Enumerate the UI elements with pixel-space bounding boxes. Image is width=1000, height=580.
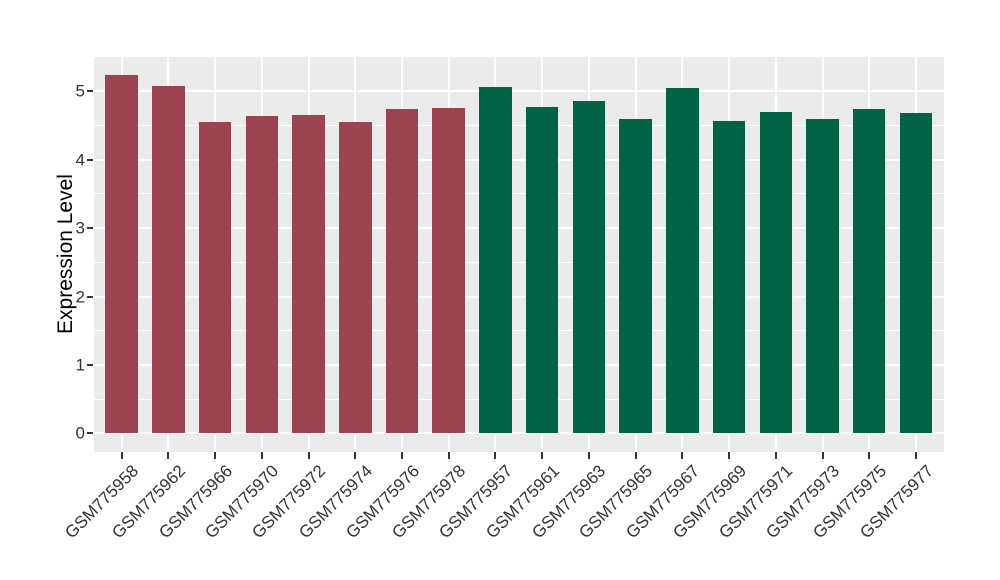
gridline-minor-y-1.5 bbox=[93, 330, 944, 332]
y-tick-mark-1 bbox=[87, 363, 93, 366]
x-tick-mark-GSM775961 bbox=[541, 452, 544, 459]
bar-GSM775970 bbox=[245, 115, 279, 434]
x-tick-mark-GSM775977 bbox=[914, 452, 917, 459]
x-tick-mark-GSM775967 bbox=[681, 452, 684, 459]
y-tick-label-0: 0 bbox=[75, 423, 85, 443]
y-tick-mark-4 bbox=[87, 158, 93, 161]
bar-GSM775975 bbox=[852, 109, 886, 434]
x-tick-mark-GSM775958 bbox=[120, 452, 123, 459]
bar-GSM775957 bbox=[479, 86, 512, 434]
y-tick-label-4: 4 bbox=[75, 150, 85, 170]
bar-GSM775969 bbox=[712, 121, 746, 434]
x-tick-mark-GSM775975 bbox=[868, 452, 871, 459]
y-tick-label-2: 2 bbox=[75, 287, 85, 306]
gridline-major-y-2 bbox=[93, 295, 944, 298]
bar-GSM775973 bbox=[806, 118, 839, 434]
gridline-major-y-5 bbox=[93, 90, 944, 93]
x-tick-mark-GSM775962 bbox=[167, 452, 170, 459]
bar-GSM775972 bbox=[292, 115, 325, 434]
x-tick-mark-GSM775971 bbox=[774, 452, 777, 459]
y-tick-mark-0 bbox=[87, 432, 93, 435]
y-axis-title: Expression Level bbox=[54, 174, 77, 334]
x-tick-mark-GSM775972 bbox=[307, 452, 310, 459]
x-tick-mark-GSM775966 bbox=[214, 452, 217, 459]
bar-GSM775962 bbox=[152, 85, 185, 434]
x-tick-mark-GSM775973 bbox=[821, 452, 824, 459]
x-tick-mark-GSM775978 bbox=[447, 452, 450, 459]
gridline-major-y-0 bbox=[93, 432, 944, 435]
bar-GSM775971 bbox=[759, 111, 793, 434]
x-tick-mark-GSM775965 bbox=[634, 452, 637, 459]
bar-GSM775978 bbox=[432, 107, 465, 434]
gridline-minor-y-2.5 bbox=[93, 261, 944, 263]
y-tick-label-3: 3 bbox=[75, 218, 85, 238]
bar-GSM775976 bbox=[385, 109, 419, 434]
bar-GSM775961 bbox=[525, 107, 559, 434]
plot-panel bbox=[93, 57, 944, 452]
x-tick-mark-GSM775974 bbox=[354, 452, 357, 459]
bar-GSM775974 bbox=[339, 122, 372, 434]
x-tick-mark-GSM775976 bbox=[401, 452, 404, 459]
x-tick-mark-GSM775963 bbox=[587, 452, 590, 459]
bar-GSM775965 bbox=[619, 118, 652, 434]
bar-GSM775967 bbox=[666, 87, 699, 434]
gridline-major-y-1 bbox=[93, 363, 944, 366]
bar-GSM775966 bbox=[198, 122, 232, 434]
bar-GSM775958 bbox=[105, 74, 138, 434]
bar-GSM775977 bbox=[899, 113, 933, 434]
y-tick-label-5: 5 bbox=[75, 81, 85, 101]
bar-GSM775963 bbox=[572, 100, 606, 434]
gridline-major-y-4 bbox=[93, 158, 944, 161]
gridline-major-y-3 bbox=[93, 227, 944, 230]
y-tick-mark-5 bbox=[87, 90, 93, 93]
x-tick-mark-GSM775957 bbox=[494, 452, 497, 459]
x-tick-mark-GSM775969 bbox=[728, 452, 731, 459]
gridline-minor-y-3.5 bbox=[93, 193, 944, 195]
gridline-minor-y-4.5 bbox=[93, 125, 944, 126]
y-tick-mark-3 bbox=[87, 227, 93, 230]
y-tick-label-1: 1 bbox=[75, 355, 85, 375]
y-tick-mark-2 bbox=[87, 295, 93, 298]
gridline-minor-y-0.5 bbox=[93, 398, 944, 400]
x-tick-mark-GSM775970 bbox=[260, 452, 263, 459]
